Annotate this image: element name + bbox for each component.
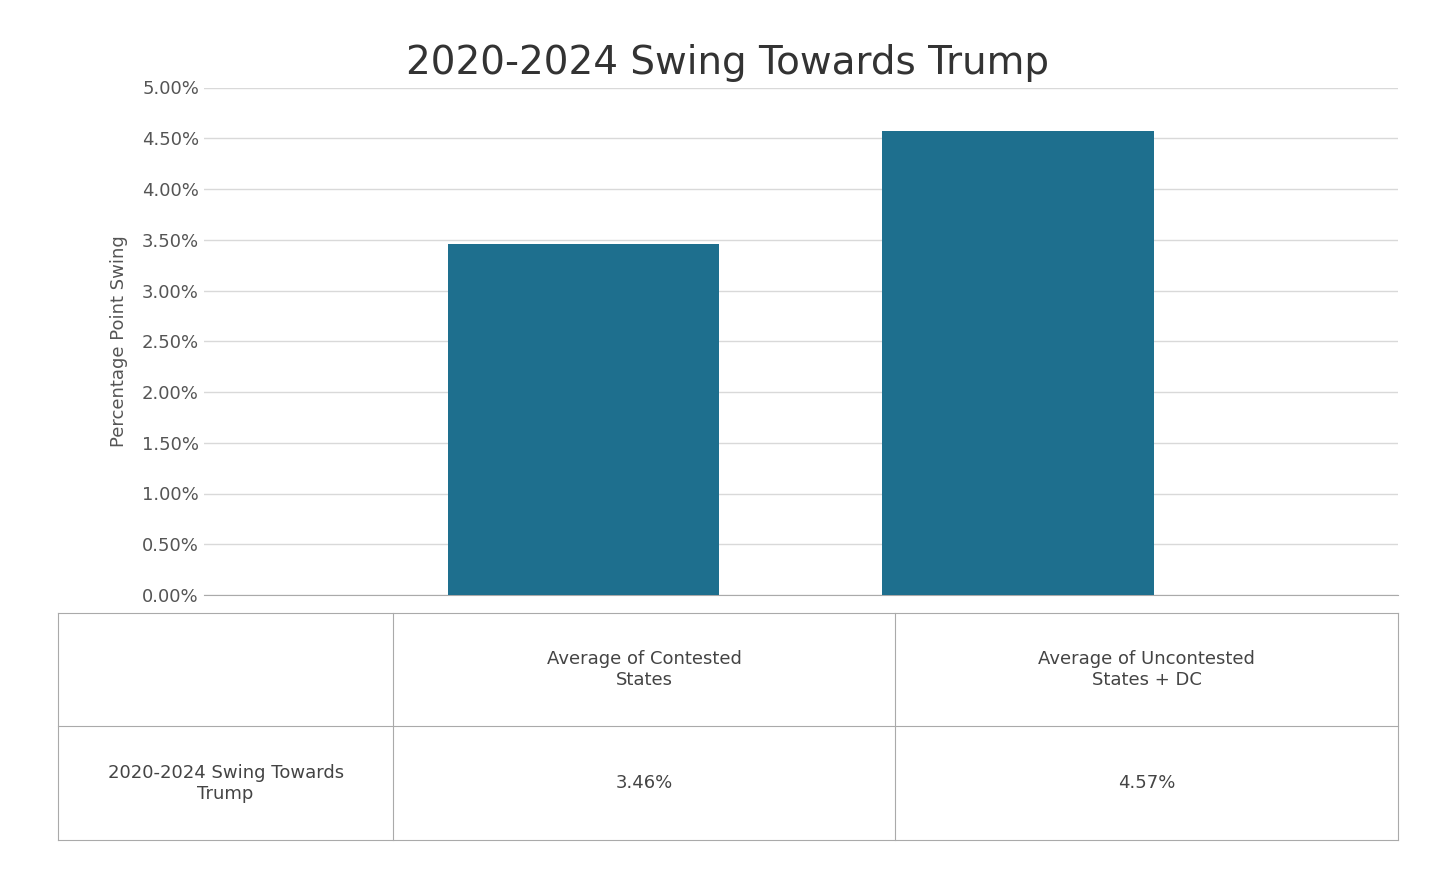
Text: 2020-2024 Swing Towards Trump: 2020-2024 Swing Towards Trump [406, 44, 1050, 81]
Bar [448, 244, 719, 595]
Text: 4.57%: 4.57% [1118, 774, 1175, 792]
Text: 3.46%: 3.46% [616, 774, 673, 792]
Text: Average of Contested
States: Average of Contested States [547, 650, 741, 689]
Y-axis label: Percentage Point Swing: Percentage Point Swing [111, 235, 128, 447]
Text: 2020-2024 Swing Towards
Trump: 2020-2024 Swing Towards Trump [108, 764, 344, 802]
Text: Average of Uncontested
States + DC: Average of Uncontested States + DC [1038, 650, 1255, 689]
Bar [882, 131, 1153, 595]
